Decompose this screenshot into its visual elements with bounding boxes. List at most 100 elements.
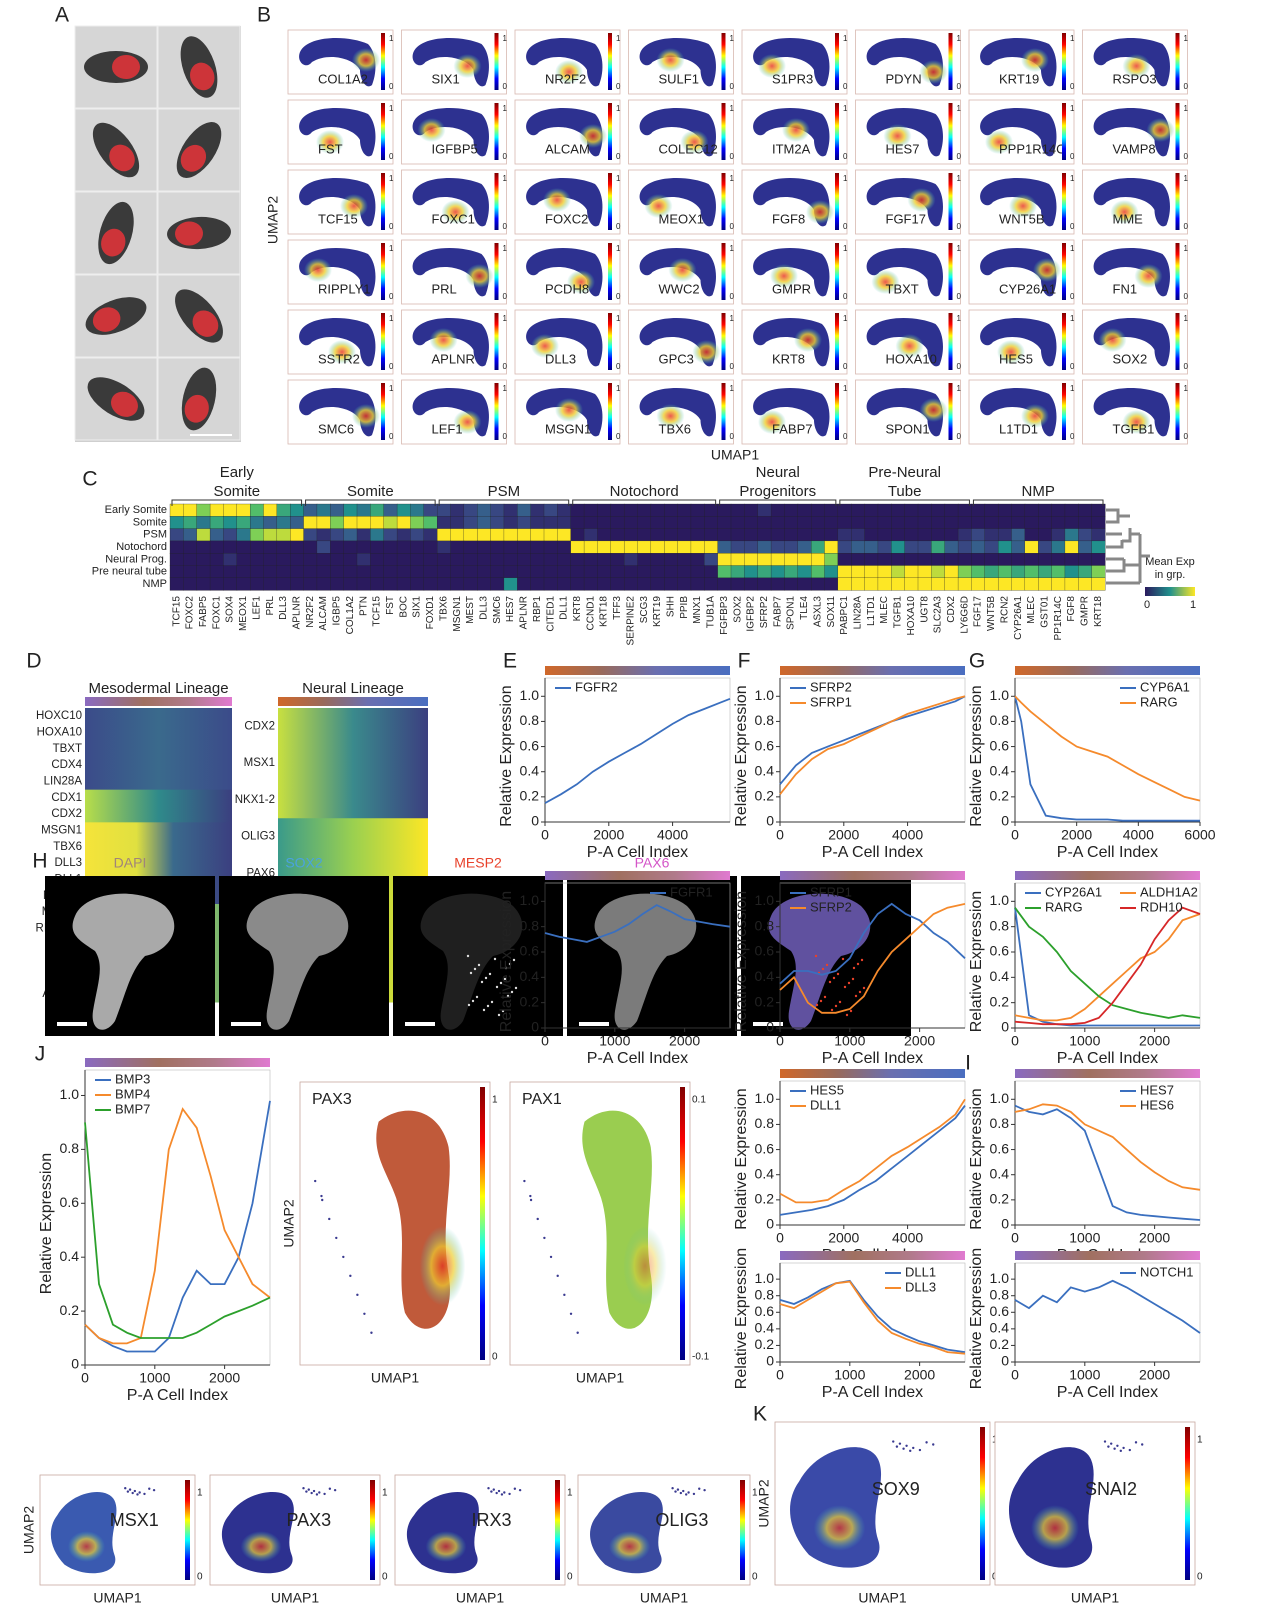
heatmap-cell bbox=[878, 529, 892, 542]
colorbar bbox=[1176, 383, 1180, 440]
legend-label: DLL1 bbox=[810, 1097, 841, 1112]
heatmap-cell bbox=[704, 566, 718, 579]
gene-label: IRX3 bbox=[472, 1510, 512, 1530]
panel-letter: F bbox=[738, 650, 751, 673]
colorbar bbox=[608, 313, 612, 370]
gene-label: SOX2 bbox=[1113, 351, 1148, 366]
row-label: Pre neural tube bbox=[92, 566, 167, 578]
heatmap-cell bbox=[865, 504, 879, 517]
colorbar-tick-label: 0 bbox=[503, 432, 508, 441]
heatmap-cell bbox=[891, 529, 905, 542]
column-label: HOXA10 bbox=[906, 596, 917, 636]
trajectory-strip bbox=[1015, 666, 1200, 675]
heatmap-cell bbox=[771, 504, 785, 517]
heatmap-cell bbox=[1012, 566, 1026, 579]
row-label: PSM bbox=[143, 529, 167, 541]
panel-letter: G bbox=[969, 650, 985, 673]
stray-cell bbox=[127, 1490, 129, 1492]
stray-cell bbox=[514, 1488, 516, 1490]
gene-label: OLIG3 bbox=[655, 1510, 708, 1530]
colorbar-tick-label: 1 bbox=[843, 34, 848, 43]
column-label: GMPR bbox=[1080, 596, 1091, 626]
colorbar-tick-label: 1 bbox=[616, 174, 621, 183]
y-tick-label: 0 bbox=[531, 1019, 539, 1035]
colorbar-tick-label: 1 bbox=[503, 244, 508, 253]
heatmap-cell bbox=[544, 504, 558, 517]
heatmap-cell bbox=[971, 529, 985, 542]
heatmap-cell bbox=[718, 578, 732, 591]
heatmap-cell bbox=[905, 504, 919, 517]
heatmap-cell bbox=[958, 553, 972, 566]
column-label: SOX11 bbox=[826, 596, 837, 628]
heatmap-cell bbox=[731, 566, 745, 579]
colorbar-tick-label: 1 bbox=[503, 174, 508, 183]
gene-label: LEF1 bbox=[432, 421, 463, 436]
y-tick-label: 0.8 bbox=[520, 712, 540, 728]
heatmap-cell bbox=[304, 516, 318, 529]
panel-letter: D bbox=[26, 650, 41, 673]
colorbar-tick-label: 1 bbox=[957, 104, 962, 113]
y-axis-label: Relative Expression bbox=[968, 891, 985, 1032]
umap-tile: WWC201 bbox=[629, 240, 735, 304]
colorbar-tick-label: 1 bbox=[957, 314, 962, 323]
heatmap-cell bbox=[878, 566, 892, 579]
heatmap-cell bbox=[1025, 566, 1039, 579]
heatmap-cell bbox=[865, 541, 879, 554]
heatmap-cell bbox=[464, 553, 478, 566]
heatmap-cell bbox=[664, 553, 678, 566]
stray-cell bbox=[519, 1489, 521, 1491]
heatmap-cell bbox=[918, 566, 932, 579]
colorbar-tick-label: 0 bbox=[382, 1572, 388, 1583]
gene-label: TCF15 bbox=[318, 211, 358, 226]
heatmap-cell bbox=[945, 516, 959, 529]
heatmap-cell bbox=[264, 541, 278, 554]
signal-dot bbox=[467, 955, 469, 957]
heatmap-cell bbox=[1052, 578, 1066, 591]
expression-hotspot bbox=[426, 1531, 467, 1562]
heatmap-cell bbox=[264, 578, 278, 591]
heatmap-cell bbox=[744, 566, 758, 579]
colorbar-tick-label: 1 bbox=[730, 34, 735, 43]
x-tick-label: 2000 bbox=[1061, 827, 1092, 843]
stray-cell bbox=[682, 1490, 684, 1492]
y-tick-label: 0.6 bbox=[755, 1140, 775, 1156]
heatmap-cell bbox=[664, 541, 678, 554]
heatmap-cell bbox=[210, 541, 224, 554]
heatmap-cell bbox=[1038, 566, 1052, 579]
heatmap-cell bbox=[170, 578, 184, 591]
heatmap-cell bbox=[370, 516, 384, 529]
heatmap-cell bbox=[277, 566, 291, 579]
heatmap-cell bbox=[210, 516, 224, 529]
colorbar-tick-label: 0 bbox=[1070, 432, 1075, 441]
column-label: PABPC1 bbox=[839, 596, 850, 635]
heatmap-cell bbox=[277, 516, 291, 529]
heatmap-cell bbox=[811, 566, 825, 579]
heatmap-cell bbox=[931, 529, 945, 542]
heatmap-cell bbox=[678, 566, 692, 579]
heatmap-cell bbox=[905, 529, 919, 542]
expression-hotspot bbox=[418, 118, 446, 142]
gene-label: SNAI2 bbox=[1085, 1479, 1137, 1499]
expression-hotspot bbox=[693, 340, 721, 364]
heatmap-cell bbox=[237, 516, 251, 529]
heatmap-cell bbox=[344, 516, 358, 529]
colorbar bbox=[949, 243, 953, 300]
heatmap-cell bbox=[451, 541, 465, 554]
signal-dot bbox=[494, 958, 496, 960]
heatmap-cell bbox=[451, 566, 465, 579]
heatmap-cell bbox=[638, 516, 652, 529]
x-axis-label: P-A Cell Index bbox=[587, 844, 688, 861]
umap-tile: S1PR301 bbox=[742, 30, 848, 94]
stray-cell bbox=[370, 1332, 372, 1334]
column-label: SERPINE2 bbox=[625, 596, 636, 646]
heatmap-cell bbox=[1025, 516, 1039, 529]
panel-letter: E bbox=[503, 650, 517, 673]
signal-dot bbox=[833, 977, 835, 979]
colorbar-tick-label: 0 bbox=[616, 292, 621, 301]
heatmap-cell bbox=[811, 553, 825, 566]
umap-tile: VAMP801 bbox=[1083, 100, 1189, 164]
gene-label: CDX4 bbox=[51, 759, 82, 771]
expression-hotspot bbox=[657, 48, 685, 72]
heatmap-cell bbox=[384, 578, 398, 591]
heatmap-cell bbox=[718, 553, 732, 566]
